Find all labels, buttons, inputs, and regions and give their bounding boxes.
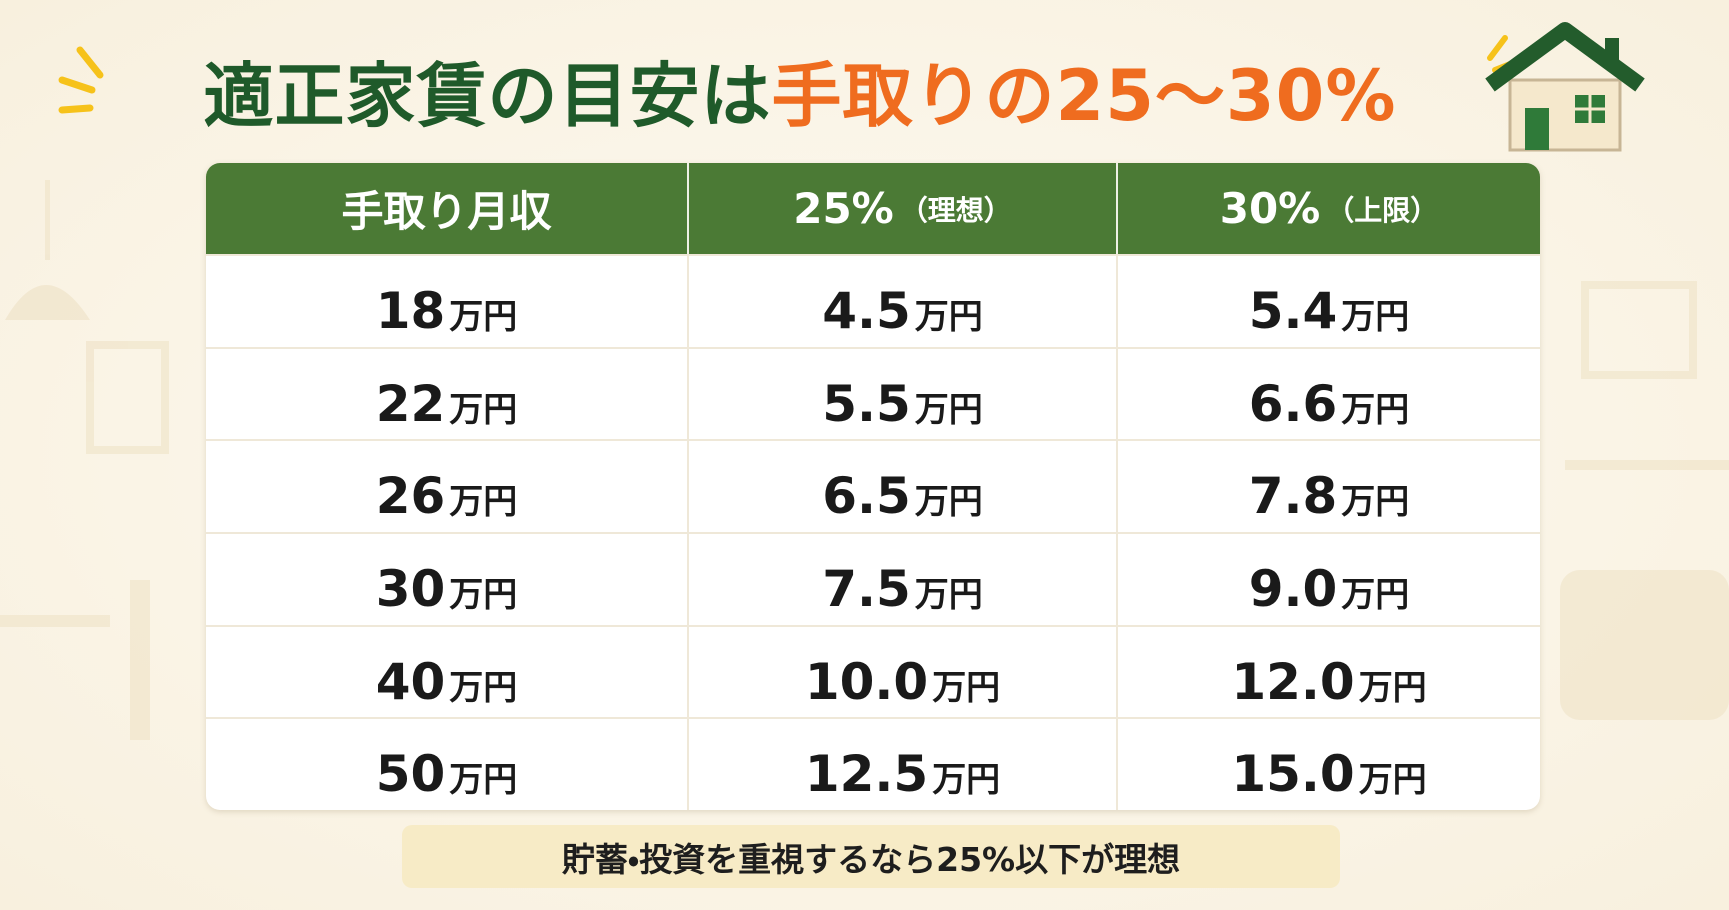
- cell-unit: 万円: [1358, 760, 1427, 801]
- title-highlight: 手取りの25〜30%: [771, 55, 1397, 137]
- table-cell: 4.5 万円: [687, 254, 1116, 347]
- cell-value: 9.0: [1248, 559, 1338, 618]
- table-cell: 12.5 万円: [687, 717, 1116, 810]
- table-cell: 12.0 万円: [1116, 624, 1540, 718]
- cell-value: 22: [375, 374, 446, 433]
- cell-unit: 万円: [914, 389, 983, 430]
- spark-left: [58, 46, 104, 114]
- table-cell: 7.5 万円: [687, 531, 1116, 625]
- table-cell: 6.5 万円: [687, 439, 1116, 532]
- header-text: 手取り月収: [341, 187, 552, 236]
- cell-value: 15.0: [1231, 745, 1355, 804]
- house-icon: [1485, 22, 1645, 152]
- cell-value: 6.5: [822, 467, 911, 526]
- header-cell: 手取り月収: [206, 163, 687, 254]
- cell-unit: 万円: [449, 297, 518, 337]
- header-text: 25%: [793, 184, 894, 233]
- room-silhouettes: [0, 180, 1729, 740]
- header-cell: 25% （理想）: [687, 163, 1116, 254]
- table-cell: 10.0 万円: [687, 624, 1116, 718]
- cell-unit: 万円: [449, 667, 518, 708]
- cell-value: 5.4: [1248, 282, 1338, 340]
- cell-unit: 万円: [449, 574, 518, 615]
- header-text: 30%: [1219, 184, 1321, 233]
- cell-unit: 万円: [914, 482, 983, 523]
- cell-value: 7.8: [1248, 467, 1338, 526]
- cell-unit: 万円: [1341, 574, 1410, 615]
- table-cell: 22 万円: [206, 346, 687, 440]
- footer-note: 貯蓄・投資を重視するなら25%以下が理想: [402, 825, 1340, 888]
- cell-value: 6.6: [1248, 374, 1338, 433]
- cell-unit: 万円: [1358, 667, 1427, 708]
- title: 適正家賃の目安は手取りの25〜30%: [0, 40, 1600, 141]
- cell-unit: 万円: [932, 667, 1001, 708]
- title-part: 適正家賃の目安は: [203, 55, 772, 137]
- cell-value: 40: [375, 652, 446, 711]
- cell-unit: 万円: [1341, 482, 1410, 523]
- cell-unit: 万円: [1341, 389, 1410, 430]
- header-note: （上限）: [1326, 193, 1439, 227]
- cell-unit: 万円: [914, 574, 983, 615]
- cell-unit: 万円: [449, 482, 518, 523]
- table-cell: 30 万円: [206, 531, 687, 625]
- cell-value: 4.5: [822, 282, 911, 340]
- cell-value: 5.5: [822, 374, 911, 433]
- table-cell: 26 万円: [206, 439, 687, 532]
- cell-value: 10.0: [804, 652, 929, 711]
- cell-unit: 万円: [932, 760, 1001, 801]
- cell-unit: 万円: [449, 389, 518, 430]
- table-cell: 5.4 万円: [1116, 254, 1540, 347]
- table-cell: 50 万円: [206, 717, 687, 810]
- cell-value: 7.5: [822, 559, 911, 618]
- cell-value: 30: [375, 559, 446, 618]
- cell-unit: 万円: [449, 760, 518, 801]
- cell-value: 18: [375, 282, 446, 340]
- cell-value: 12.0: [1231, 652, 1355, 711]
- header-cell: 30% （上限）: [1116, 163, 1540, 254]
- header-note: （理想）: [899, 193, 1012, 227]
- cell-value: 50: [375, 745, 446, 804]
- table-cell: 40 万円: [206, 624, 687, 718]
- table-cell: 7.8 万円: [1116, 439, 1540, 532]
- rent-table: 手取り月収 25% （理想） 30% （上限） 18 万円 4.5 万円 5.4 万円 22 万円 5.5…: [206, 163, 1540, 810]
- table-cell: 5.5 万円: [687, 346, 1116, 440]
- cell-unit: 万円: [914, 297, 983, 337]
- table-cell: 6.6 万円: [1116, 346, 1540, 440]
- cell-unit: 万円: [1341, 297, 1410, 337]
- table-cell: 18 万円: [206, 254, 687, 347]
- cell-value: 26: [375, 467, 446, 526]
- cell-value: 12.5: [804, 745, 929, 804]
- table-cell: 9.0 万円: [1116, 531, 1540, 625]
- table-cell: 15.0 万円: [1116, 717, 1540, 810]
